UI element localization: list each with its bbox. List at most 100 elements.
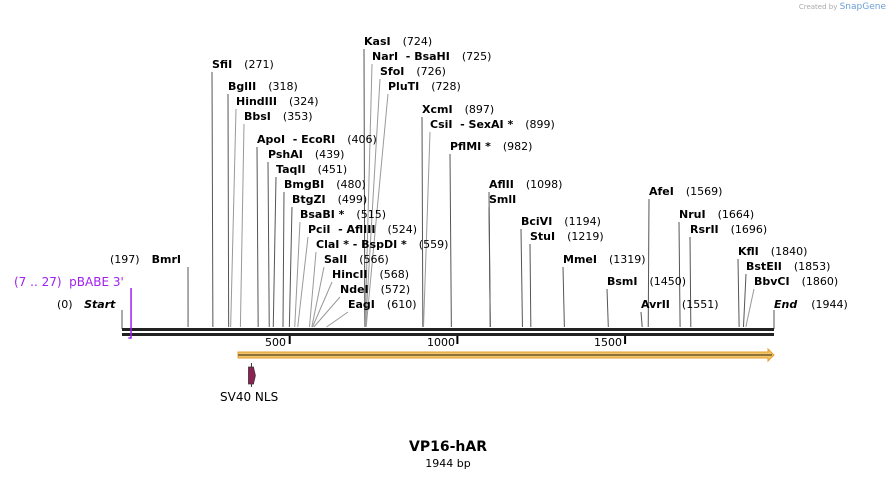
feature-label-sv40-nls[interactable]: SV40 NLS — [220, 390, 279, 404]
site-line-sfii — [211, 71, 214, 328]
site-line-hindiii — [230, 108, 237, 328]
site-line-rsrii — [689, 236, 692, 328]
backbone-top-strand — [122, 328, 774, 331]
enzyme-name: AvrII — [641, 298, 670, 311]
cut-position: (1696) — [730, 223, 768, 236]
site-line-stui — [529, 243, 532, 328]
cut-position: (899) — [525, 118, 555, 131]
end-pos: (1944) — [811, 298, 848, 311]
site-label[interactable]: ClaI * - BspDI * (559) — [316, 238, 448, 252]
backbone-bottom-strand — [122, 333, 774, 336]
enzyme-name: BglII — [228, 80, 257, 93]
enzyme-name: TaqII — [276, 163, 306, 176]
site-label[interactable]: BciVI (1194) — [521, 215, 601, 229]
cut-position: (897) — [464, 103, 495, 116]
cut-position: (568) — [379, 268, 410, 281]
primer-pbabe-3[interactable]: (7 .. 27) pBABE 3' — [14, 275, 124, 289]
site-label[interactable]: SmlI — [489, 193, 516, 207]
enzyme-name: PluTI — [388, 80, 420, 93]
site-label[interactable]: PflMI * (982) — [450, 140, 532, 154]
site-label[interactable]: SfiI (271) — [212, 58, 274, 72]
site-label[interactable]: PciI - AflIII (524) — [308, 223, 417, 237]
enzyme-name: HindIII — [236, 95, 277, 108]
site-label[interactable]: PshAI (439) — [268, 148, 344, 162]
site-label[interactable]: AflII (1098) — [489, 178, 562, 192]
cut-position: (1840) — [770, 245, 808, 258]
enzyme-name: BmgBI — [284, 178, 325, 191]
site-label[interactable]: ApoI - EcoRI (406) — [257, 133, 377, 147]
enzyme-name: SfoI — [380, 65, 405, 78]
cut-position: (726) — [416, 65, 446, 78]
site-label[interactable]: CsiI - SexAI * (899) — [430, 118, 555, 132]
site-line-csii-sexai- — [423, 131, 431, 328]
tick-label-500: 500 — [265, 336, 286, 349]
cut-position: (324) — [288, 95, 319, 108]
site-label[interactable]: NdeI (572) — [340, 283, 410, 297]
cut-position: (1860) — [801, 275, 839, 288]
cut-position: (353) — [282, 110, 313, 123]
cut-position: (982) — [502, 140, 533, 153]
site-label[interactable]: SfoI (726) — [380, 65, 446, 79]
site-label[interactable]: BsaBI * (515) — [300, 208, 386, 222]
site-label[interactable]: TaqII (451) — [276, 163, 347, 177]
site-label[interactable]: KasI (724) — [364, 35, 432, 49]
enzyme-name: XcmI — [422, 103, 453, 116]
site-label[interactable]: (197) BmrI — [110, 253, 181, 267]
primer-arrow — [128, 288, 132, 339]
site-line-bbvci — [745, 288, 755, 328]
site-label[interactable]: StuI (1219) — [530, 230, 604, 244]
enzyme-name: SfiI — [212, 58, 233, 71]
site-label[interactable]: BbvCI (1860) — [754, 275, 838, 289]
site-label[interactable]: RsrII (1696) — [690, 223, 767, 237]
site-line-bcivi — [520, 228, 523, 328]
tick-label-1000: 1000 — [427, 336, 455, 349]
enzyme-name: BtgZI — [292, 193, 326, 206]
snapgene-credit: Created by SnapGene — [799, 2, 886, 12]
cut-position: (566) — [359, 253, 389, 266]
end-text: End — [774, 298, 798, 311]
enzyme-name: StuI — [530, 230, 556, 243]
cut-position: (728) — [431, 80, 461, 93]
enzyme-name: BsaBI * — [300, 208, 345, 221]
site-line-sali — [311, 266, 325, 328]
site-label[interactable]: BtgZI (499) — [292, 193, 367, 207]
site-label[interactable]: BstEII (1853) — [746, 260, 830, 274]
site-line-ndei — [313, 296, 341, 328]
enzyme-name: PciI - AflIII — [308, 223, 376, 236]
site-line-pshai — [267, 161, 270, 328]
site-label[interactable]: BsmI (1450) — [607, 275, 686, 289]
site-label[interactable]: NarI - BsaHI (725) — [372, 50, 491, 64]
enzyme-name: ApoI - EcoRI — [257, 133, 336, 146]
site-label[interactable]: HincII (568) — [332, 268, 409, 282]
site-line-clai-bspdi- — [308, 251, 317, 328]
enzyme-name: RsrII — [690, 223, 719, 236]
enzyme-name: BsmI — [607, 275, 638, 288]
cut-position: (515) — [356, 208, 387, 221]
cut-position: (439) — [314, 148, 345, 161]
site-label[interactable]: PluTI (728) — [388, 80, 461, 94]
site-label[interactable]: NruI (1664) — [679, 208, 754, 222]
site-label[interactable]: EagI (610) — [348, 298, 417, 312]
site-line-pluti — [365, 93, 389, 328]
site-label[interactable]: AfeI (1569) — [649, 185, 722, 199]
site-label[interactable]: HindIII (324) — [236, 95, 319, 109]
site-line-eagi — [326, 311, 349, 328]
site-label[interactable]: KflI (1840) — [738, 245, 807, 259]
site-line-afei — [647, 198, 650, 328]
cut-position: (724) — [402, 35, 433, 48]
site-line-nari-bsahi — [364, 63, 373, 328]
cut-position: (559) — [418, 238, 449, 251]
start-label: (0) Start — [57, 298, 115, 312]
site-line-sfoi — [364, 78, 381, 328]
site-label[interactable]: AvrII (1551) — [641, 298, 718, 312]
cut-position: (318) — [268, 80, 298, 93]
site-label[interactable]: BbsI (353) — [244, 110, 313, 124]
site-label[interactable]: SalI (566) — [324, 253, 389, 267]
site-label[interactable]: XcmI (897) — [422, 103, 494, 117]
site-line-smli — [488, 206, 491, 328]
site-label[interactable]: BglII (318) — [228, 80, 298, 94]
site-label[interactable]: BmgBI (480) — [284, 178, 366, 192]
site-label[interactable]: MmeI (1319) — [563, 253, 646, 267]
credit-prefix: Created by — [798, 3, 838, 11]
cut-position: (572) — [380, 283, 411, 296]
